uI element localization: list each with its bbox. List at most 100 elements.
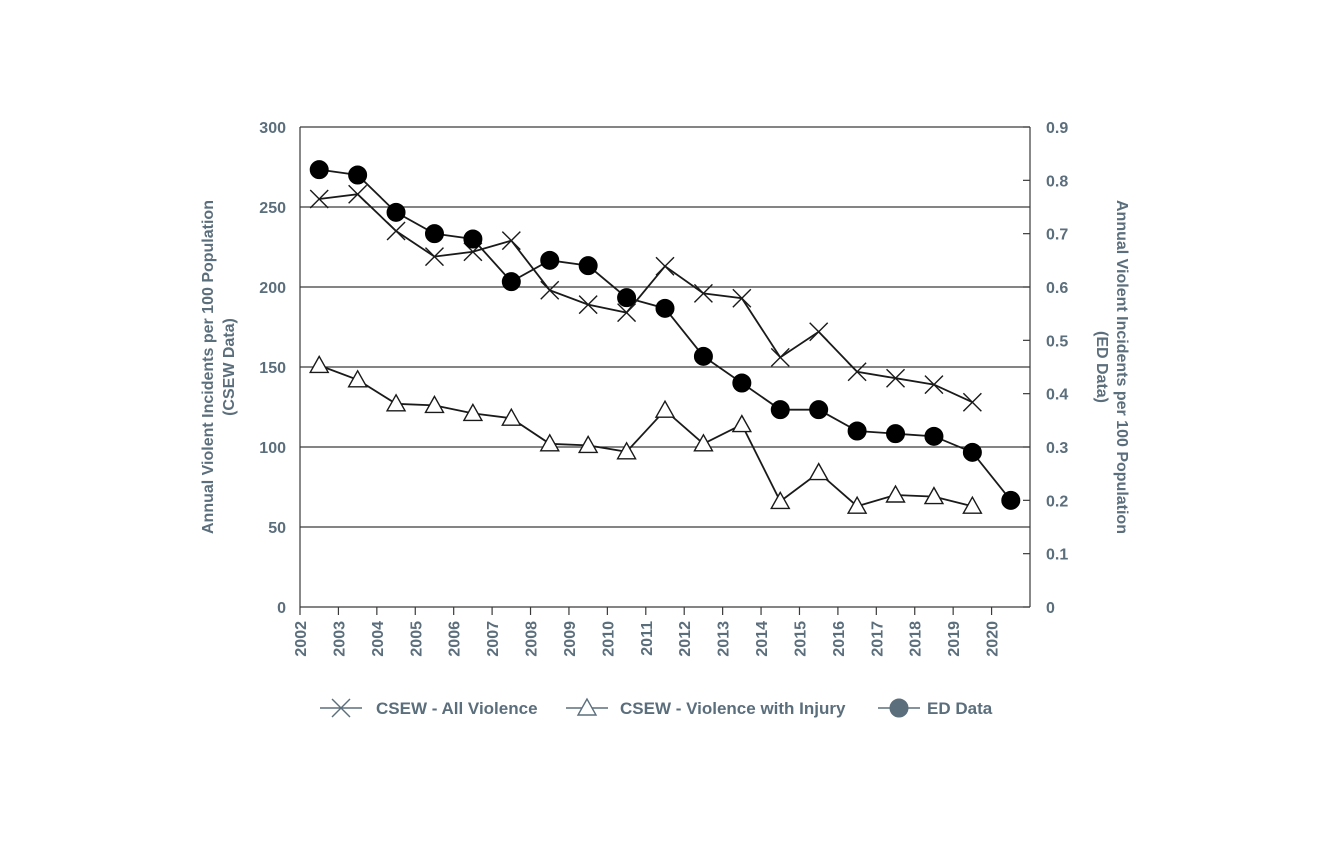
data-point [962,392,982,412]
y-right-tick-label: 0.7 [1046,227,1068,244]
data-point [501,231,521,251]
x-tick-label: 2014 [754,621,771,657]
data-point [809,322,829,342]
data-point [962,442,982,462]
x-tick-label: 2008 [524,621,541,657]
data-point [770,490,791,510]
series-line [319,193,973,404]
legend-marker [331,698,351,718]
data-point [309,160,329,180]
data-point [770,400,790,420]
x-tick-label: 2017 [869,621,886,657]
data-point [386,221,406,241]
data-point [847,421,867,441]
y-left-tick-label: 0 [277,600,286,617]
x-tick-label: 2019 [946,621,963,657]
data-point [770,347,790,367]
y-left-tick-label: 150 [259,360,286,377]
data-point [923,486,945,505]
x-tick-label: 2011 [639,621,656,656]
data-point [386,202,406,222]
y-left-axis-title-sub: (CSEW Data) [221,318,238,416]
data-point [655,298,675,318]
y-right-tick-label: 0.6 [1046,280,1068,297]
series-line [319,168,1012,501]
data-point [732,373,752,393]
axes-layer: 0 50 100 150 200 250 300 0 0.1 0.2 0.3 0.4 0.5 0.6 0.7… [200,120,1130,657]
data-point [539,433,560,452]
legend-marker [889,698,909,718]
data-point [348,165,368,185]
legend-marker [576,697,598,716]
series-1 [309,354,983,514]
y-right-tick-label: 0.3 [1046,440,1068,457]
x-tick-label: 2002 [293,621,310,657]
legend-label: CSEW - All Violence [376,699,538,718]
data-point [693,346,713,366]
series-line [318,364,973,508]
series-0 [309,184,982,412]
x-tick-label: 2016 [831,621,848,657]
data-point [809,400,829,420]
data-point [348,184,368,204]
legend-item: CSEW - All Violence [320,698,538,718]
data-point [424,224,444,244]
y-left-tick-label: 250 [259,200,286,217]
data-point [1001,490,1021,510]
data-point [962,495,983,514]
x-tick-label: 2010 [600,621,617,657]
data-point [424,247,444,267]
x-tick-label: 2020 [985,621,1002,657]
grid-layer [300,126,1030,528]
data-point [731,414,753,433]
data-point [616,441,637,460]
data-point [885,484,906,503]
series-layer [309,160,1021,514]
data-point [732,288,752,308]
legend-label: CSEW - Violence with Injury [620,699,846,718]
y-right-tick-label: 0.8 [1046,173,1068,190]
legend-item: ED Data [878,698,993,718]
y-right-tick-label: 0.5 [1046,333,1068,350]
x-tick-label: 2009 [562,621,579,657]
y-right-tick-label: 0.1 [1046,547,1068,564]
x-tick-label: 2012 [677,621,694,657]
data-point [924,426,944,446]
x-tick-label: 2006 [447,621,464,657]
series-2 [309,160,1021,510]
data-point [655,256,675,276]
data-point [347,369,368,388]
x-tick-label: 2013 [716,621,733,657]
data-point [385,393,407,412]
data-point [808,462,829,481]
data-point [654,399,676,418]
y-right-tick-label: 0.9 [1046,120,1068,137]
y-right-tick-label: 0 [1046,600,1055,617]
x-tick-label: 2015 [792,621,809,657]
data-point [578,256,598,276]
x-tick-label: 2003 [331,621,348,657]
data-point [693,283,713,303]
y-right-axis-title: Annual Violent Incidents per 100 Populat… [1113,200,1130,534]
y-right-tick-label: 0.2 [1046,493,1068,510]
data-point [424,394,445,414]
y-left-tick-label: 50 [268,520,286,537]
data-point [540,250,560,270]
legend-item: CSEW - Violence with Injury [566,697,846,718]
data-point [577,434,599,454]
data-point [578,295,598,315]
y-left-axis-title: Annual Violent Incidents per 100 Populat… [200,200,217,534]
x-tick-label: 2018 [908,621,925,657]
x-tick-label: 2005 [408,621,425,657]
y-right-tick-label: 0.4 [1046,387,1068,404]
data-point [617,303,637,323]
y-left-tick-label: 200 [259,280,286,297]
legend: CSEW - All Violence CSEW - Violence with … [320,697,993,718]
data-point [309,189,329,209]
x-tick-label: 2007 [485,621,502,657]
y-left-tick-label: 100 [259,440,286,457]
x-tick-label: 2004 [370,621,387,657]
data-point [540,280,560,300]
data-point [617,288,637,308]
